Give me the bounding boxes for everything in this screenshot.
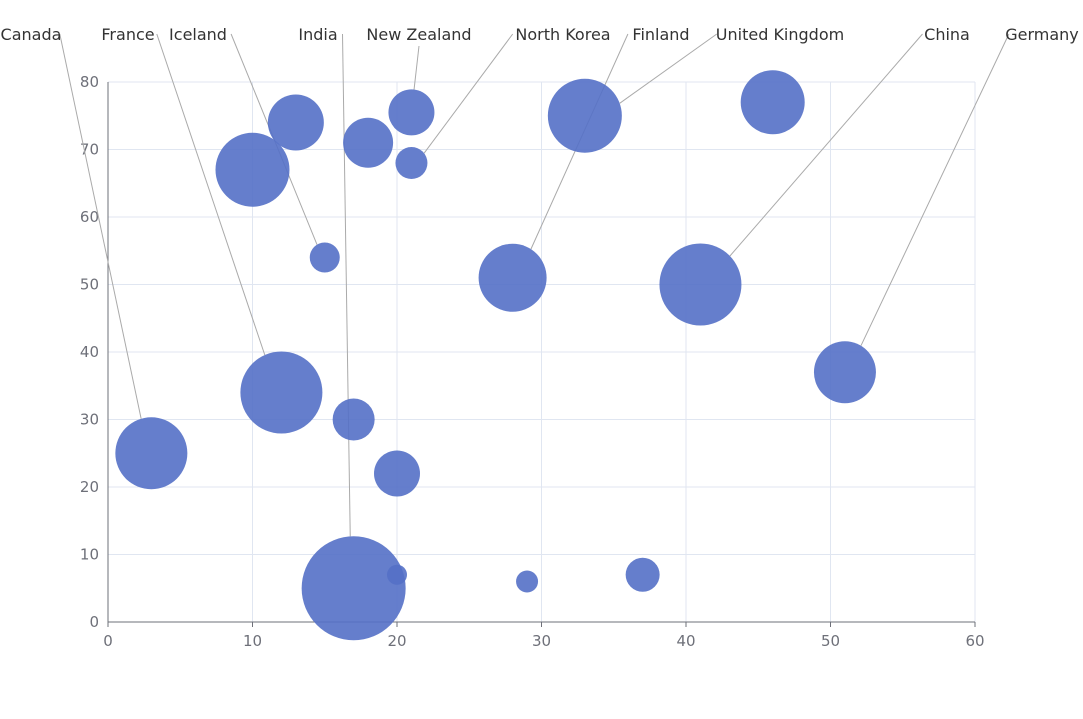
bubble-point <box>516 570 539 593</box>
label-finland: Finland <box>632 25 689 44</box>
x-tick-label: 50 <box>821 632 840 650</box>
y-tick-label: 60 <box>80 208 99 226</box>
leader-line-china <box>729 33 923 257</box>
bubble-united-kingdom <box>547 78 622 153</box>
bubble-point <box>387 564 407 585</box>
bubble-point <box>374 450 420 497</box>
bubble-india <box>301 536 406 641</box>
x-tick-label: 20 <box>387 632 406 650</box>
leader-line-north-korea <box>423 33 514 154</box>
bubble-point <box>343 117 394 168</box>
y-tick-label: 10 <box>80 546 99 564</box>
leader-line-india <box>342 33 351 537</box>
bubble-canada <box>115 417 188 490</box>
bubble-new-zealand <box>388 89 435 136</box>
y-tick-label: 50 <box>80 276 99 294</box>
y-tick-label: 30 <box>80 411 99 429</box>
label-india: India <box>298 25 337 44</box>
bubble-china <box>659 243 742 326</box>
x-tick-label: 40 <box>676 632 695 650</box>
label-canada: Canada <box>1 25 62 44</box>
bubble-point <box>740 70 805 135</box>
leader-line-germany <box>860 33 1010 346</box>
bubble-point <box>267 94 324 151</box>
label-iceland: Iceland <box>169 25 227 44</box>
bubble-finland <box>478 243 547 312</box>
y-tick-label: 20 <box>80 478 99 496</box>
bubble-point <box>625 557 660 592</box>
bubble-germany <box>813 341 876 404</box>
bubble-point <box>215 132 290 207</box>
x-tick-label: 30 <box>532 632 551 650</box>
bubble-iceland <box>309 242 340 273</box>
y-tick-label: 80 <box>80 73 99 91</box>
leader-line-united-kingdom <box>619 33 718 104</box>
leader-line-canada <box>59 33 142 419</box>
label-united-kingdom: United Kingdom <box>716 25 844 44</box>
label-new-zealand: New Zealand <box>366 25 471 44</box>
x-tick-label: 0 <box>103 632 113 650</box>
bubbles <box>115 70 876 641</box>
bubble-point <box>332 398 375 441</box>
x-tick-label: 60 <box>965 632 984 650</box>
bubble-north-korea <box>395 147 428 179</box>
label-china: China <box>924 25 970 44</box>
leader-line-france <box>156 33 266 356</box>
y-tick-label: 0 <box>89 613 99 631</box>
label-north-korea: North Korea <box>515 25 610 44</box>
y-tick-label: 40 <box>80 343 99 361</box>
bubble-france <box>240 351 323 434</box>
label-germany: Germany <box>1005 25 1079 44</box>
x-tick-label: 10 <box>243 632 262 650</box>
country-labels: Canada France Iceland India New Zealand North… <box>1 25 1079 44</box>
label-france: France <box>101 25 154 44</box>
leader-line-new-zealand <box>413 45 420 90</box>
